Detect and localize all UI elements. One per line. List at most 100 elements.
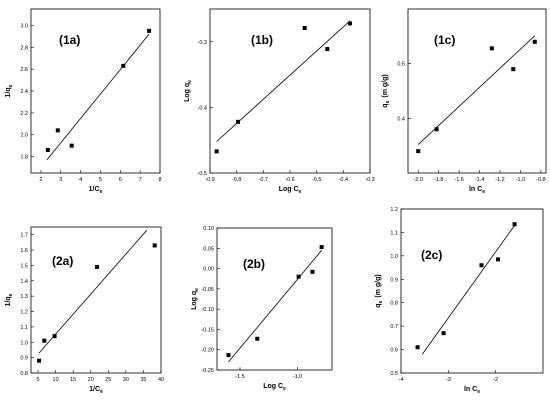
- panel-label: (2c): [421, 248, 442, 262]
- data-point: [95, 264, 100, 269]
- x-tick-label: -0.8: [232, 177, 241, 183]
- fit-line: [38, 229, 148, 354]
- x-axis-label-sub: e: [283, 386, 286, 392]
- data-point: [489, 46, 494, 51]
- x-axis-label-sub: e: [100, 189, 103, 195]
- x-axis-label-sub: e: [299, 189, 302, 195]
- y-tick-label: 1.8: [20, 155, 28, 161]
- y-tick-label: -0.20: [201, 348, 214, 354]
- y-tick-label: 1.2: [20, 310, 28, 316]
- data-point: [512, 222, 517, 227]
- y-tick-label: 0.9: [20, 356, 28, 362]
- data-point: [42, 338, 47, 343]
- x-axis-label-main: 1/C: [89, 186, 100, 193]
- y-tick-label: 2.6: [20, 67, 28, 73]
- y-axis-label-main: q: [375, 303, 382, 307]
- data-point: [310, 269, 315, 274]
- plot-frame: [400, 208, 544, 374]
- x-axis-label-main: Log C: [263, 383, 283, 390]
- y-tick-label: 0.6: [390, 348, 398, 354]
- data-point: [255, 336, 260, 341]
- y-axis-label: Log qe: [184, 80, 193, 102]
- x-tick-label: -0.3: [365, 177, 374, 183]
- x-tick-label: 2: [39, 177, 42, 183]
- data-point: [479, 263, 484, 268]
- y-tick-label: 2.4: [20, 89, 28, 95]
- x-tick-label: 5: [99, 177, 102, 183]
- plot-frame: [407, 8, 547, 174]
- plot-frame: [30, 226, 162, 374]
- y-tick-label: -0.05: [201, 287, 214, 293]
- data-point: [325, 47, 330, 52]
- chart-panel: 2 3 4 5 6 7 81.82.02.22.42.62.83.0(1a)1/Ce1/qe: [5, 8, 162, 195]
- x-axis-label-sub: e: [482, 189, 485, 195]
- data-point: [532, 39, 537, 44]
- y-tick-label: -0.15: [201, 327, 214, 333]
- plot-frame: [30, 8, 161, 174]
- y-axis-label: 1/qe: [5, 293, 14, 306]
- y-axis-label-sub: e: [8, 84, 14, 87]
- y-tick-label: 0.10: [203, 226, 214, 232]
- y-tick-label: 0.5: [397, 62, 405, 68]
- y-tick-label: -0.25: [201, 368, 214, 374]
- data-point: [226, 352, 231, 357]
- y-axis-label-main: 1/q: [5, 87, 12, 97]
- y-tick-label: 1.0: [20, 340, 28, 346]
- x-tick-label: -1.0: [293, 374, 302, 380]
- data-point: [434, 127, 439, 132]
- y-tick-label: 0.4: [397, 116, 405, 122]
- x-tick-label: -1.5: [235, 374, 244, 380]
- panel-label: (1a): [59, 33, 80, 47]
- x-axis-label-main: ln C: [464, 386, 477, 393]
- data-point: [69, 143, 74, 148]
- data-point: [147, 28, 152, 33]
- x-tick-label: 6: [119, 177, 122, 183]
- panel-label: (1b): [251, 33, 273, 47]
- x-tick-label: 4: [79, 177, 82, 183]
- y-tick-label: 0.5: [390, 371, 398, 377]
- panel-label: (2a): [52, 254, 73, 268]
- x-tick-label: -0.9: [205, 177, 214, 183]
- y-axis-label: qe (m g/g): [375, 274, 384, 307]
- chart-panel: -1.5 -1.0 -0.25 -0.20 -0.15 -0.10 -0.05 0.00 0.0…: [191, 226, 333, 392]
- y-tick-label: 2.0: [20, 133, 28, 139]
- y-tick-label: 1.5: [20, 263, 28, 269]
- y-axis-label: Log qe: [191, 288, 200, 310]
- y-axis-label-sub: e: [8, 293, 14, 296]
- y-tick-label: 0.8: [390, 301, 398, 307]
- plot-frame: [216, 227, 333, 371]
- x-tick-label: -0.7: [259, 177, 268, 183]
- x-axis-label: 1/Ce: [89, 386, 103, 395]
- data-point: [496, 257, 501, 262]
- y-axis-label-sub: e: [194, 288, 200, 291]
- x-tick-label: 8: [158, 177, 161, 183]
- y-tick-label: 1.7: [20, 233, 28, 239]
- x-tick-label: -0.8: [536, 177, 545, 183]
- x-axis-label-sub: e: [477, 389, 480, 395]
- x-tick-label: 25: [105, 377, 111, 383]
- y-tick-label: -0.10: [201, 307, 214, 313]
- data-point: [302, 26, 307, 31]
- y-tick-label: 1.6: [20, 248, 28, 254]
- data-point: [214, 149, 219, 154]
- x-tick-label: -0.5: [312, 177, 321, 183]
- fit-line: [417, 35, 536, 145]
- y-axis-label-main: Log q: [184, 83, 191, 102]
- y-tick-label: 0.9: [390, 277, 398, 283]
- data-point: [236, 119, 240, 124]
- y-axis-label-unit: (m g/g): [382, 74, 389, 97]
- panel-label: (1c): [434, 33, 455, 47]
- panel-label: (2b): [243, 257, 265, 271]
- x-tick-label: 40: [158, 377, 164, 383]
- y-tick-label: -0.3: [198, 40, 207, 46]
- y-tick-label: 2.8: [20, 45, 28, 51]
- x-tick-label: 7: [139, 177, 142, 183]
- data-point: [152, 243, 157, 248]
- x-axis-label-main: Log C: [279, 186, 299, 193]
- x-tick-label: -3: [446, 377, 451, 383]
- data-point: [511, 67, 516, 72]
- x-tick-label: 15: [70, 377, 76, 383]
- x-tick-label: 35: [140, 377, 146, 383]
- y-tick-label: -0.5: [198, 171, 207, 177]
